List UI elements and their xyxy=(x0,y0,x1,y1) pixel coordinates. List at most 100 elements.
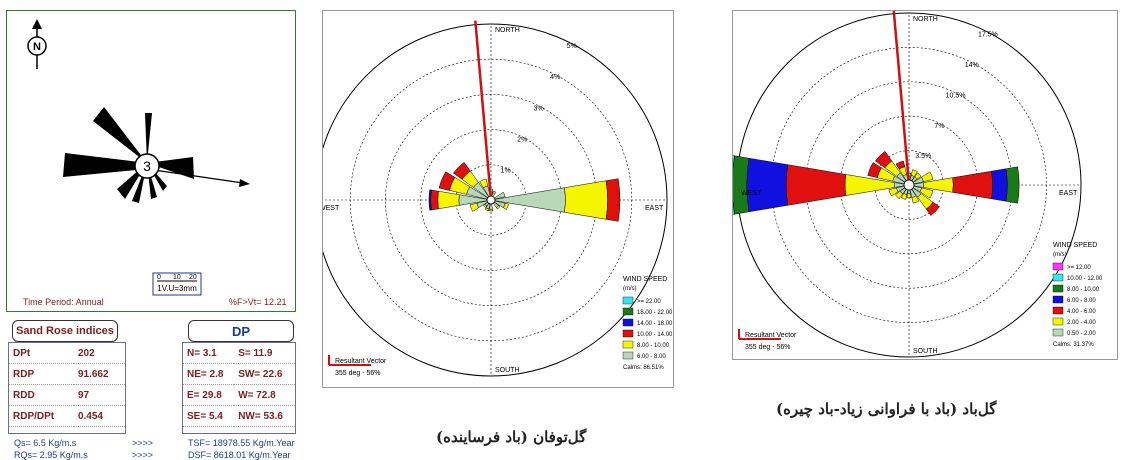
compass-west: WEST xyxy=(741,190,762,197)
fvt-value: %F>Vt= 12.21 xyxy=(229,297,287,307)
legend-item-label: 10.00 - 12.00 xyxy=(1067,276,1103,282)
indices-title: Sand Rose indices xyxy=(12,320,118,342)
indices-table: DPt 202 RDP 91.662 RDD 97 RDP/DPt 0.454 xyxy=(8,342,126,434)
index-label: DPt xyxy=(9,343,74,364)
ring-label: 5% xyxy=(567,43,577,50)
compass-north: NORTH xyxy=(495,27,520,34)
scale-unit: 1V.U=3mm xyxy=(157,284,197,293)
rqs-value: RQs= 2.95 Kg/m.s xyxy=(14,450,88,460)
legend-title: WIND SPEED xyxy=(1053,242,1097,249)
rose-petal-segment xyxy=(919,187,934,199)
scale-tick-2: 20 xyxy=(189,274,197,281)
ring-label: 10.5% xyxy=(946,92,966,99)
center-value: 3 xyxy=(143,158,151,174)
rqs-arrow: >>>> xyxy=(132,450,154,460)
index-value: 91.662 xyxy=(73,363,125,385)
table-row: N= 3.1 S= 11.9 xyxy=(183,343,295,364)
dp-title: DP xyxy=(188,320,294,342)
legend-item-label: >= 12.00 xyxy=(1067,265,1091,271)
legend-item-label: 14.00 - 18.00 xyxy=(637,321,673,327)
resultant-title: Resultant Vector xyxy=(335,358,387,365)
resultant-vector-line xyxy=(474,20,493,201)
rose-petal-segment xyxy=(488,208,494,212)
legend-swatch xyxy=(1052,295,1064,304)
dp-cell: NE= 2.8 xyxy=(183,363,235,385)
rose-petal-segment xyxy=(503,202,509,210)
legend-unit: (m/s) xyxy=(623,286,637,292)
scale-bar: 0 10 20 1V.U=3mm xyxy=(152,272,202,296)
legend-swatch xyxy=(622,329,634,338)
tsf-value: TSF= 18978.55 Kg/m.Year xyxy=(188,438,295,448)
table-row: DPt 202 xyxy=(9,343,125,364)
resultant-title: Resultant Vector xyxy=(745,332,797,339)
rose-petal-segment xyxy=(911,195,920,204)
rose-petal-segment xyxy=(1005,166,1020,204)
rose-petal-segment xyxy=(496,205,501,210)
dp-cell: SW= 22.6 xyxy=(234,363,295,385)
compass-north: NORTH xyxy=(913,16,938,23)
rose-petal-segment xyxy=(492,190,497,194)
rose-petal-segment xyxy=(746,157,789,213)
sand-rose-graphic: N 3 0 10 20 xyxy=(23,19,287,307)
arm-nw xyxy=(93,107,147,163)
dp-cell: SE= 5.4 xyxy=(183,405,235,427)
ring-label: 2% xyxy=(517,136,527,143)
compass-east: EAST xyxy=(1059,190,1078,197)
ring-label: 1% xyxy=(501,167,511,174)
time-period: Time Period: Annual xyxy=(23,297,104,307)
scale-tick-1: 10 xyxy=(173,274,181,281)
legend-item-label: 10.00 - 14.00 xyxy=(637,332,673,338)
table-row: RDP/DPt 0.454 xyxy=(9,405,125,427)
legend-item-label: 18.00 - 22.00 xyxy=(637,310,673,316)
table-row: E= 29.8 W= 72.8 xyxy=(183,384,295,406)
legend-swatch xyxy=(622,318,634,327)
rose-petal-segment xyxy=(888,187,899,197)
resultant-value: 355 deg - 56% xyxy=(335,370,381,377)
dsf-value: DSF= 8618.01 Kg/m.Year xyxy=(188,450,291,460)
index-label: RDP/DPt xyxy=(9,405,74,427)
storm-rose-chart: 1% 2% 3% 4% 5% NORTH EAST SOUTH WEST WIND SPEED (m… xyxy=(314,10,674,388)
legend-swatch xyxy=(622,307,634,316)
ring-label: 17.5% xyxy=(978,32,998,39)
compass-west: WEST xyxy=(323,205,340,212)
arm-w xyxy=(63,153,147,177)
resultant-arrow xyxy=(146,168,244,184)
rose-petal-segment xyxy=(900,193,908,200)
dp-cell: NW= 53.6 xyxy=(234,405,295,427)
north-label: N xyxy=(33,41,41,53)
rose-petal-segment xyxy=(874,150,893,169)
rose-petal-segment xyxy=(479,178,489,188)
rose-petal-segment xyxy=(991,168,1008,202)
legend-item-label: 0.50 - 2.00 xyxy=(1067,331,1096,337)
sand-rose-frame: N 3 0 10 20 xyxy=(6,10,296,312)
compass-east: EAST xyxy=(645,205,664,212)
rose-petal-segment xyxy=(895,160,906,170)
qs-value: Qs= 6.5 Kg/m.s xyxy=(14,438,77,448)
compass-south: SOUTH xyxy=(495,367,520,374)
index-value: 202 xyxy=(73,343,125,364)
storm-rose-svg: 1% 2% 3% 4% 5% NORTH EAST SOUTH WEST WIND SPEED (m… xyxy=(314,20,673,377)
legend-swatch xyxy=(622,296,634,305)
legend-item-label: 2.00 - 4.00 xyxy=(1067,320,1096,326)
rose-petal-segment xyxy=(952,170,993,200)
wind-rose-svg: 3.5% 7% 10.5% 14% 17.5% NORTH EAST SOUTH WEST WIN… xyxy=(727,9,1103,358)
storm-rose-caption: گل‌توفان (باد فرساینده) xyxy=(436,428,587,446)
dp-table: N= 3.1 S= 11.9 NE= 2.8 SW= 22.6 E= 29.8 W= … xyxy=(182,342,296,434)
table-row: SE= 5.4 NW= 53.6 xyxy=(183,405,295,427)
rose-petal-segment xyxy=(430,189,439,211)
calms-label: Calms: 86.51% xyxy=(623,365,664,371)
rose-petal-segment xyxy=(484,207,490,212)
table-row: NE= 2.8 SW= 22.6 xyxy=(183,363,295,385)
table-row: RDD 97 xyxy=(9,384,125,406)
legend-item-label: 8.00 - 10.00 xyxy=(637,343,670,349)
rose-petal-segment xyxy=(906,193,912,199)
rose-petal-segment xyxy=(564,180,608,220)
scale-tick-0: 0 xyxy=(157,274,161,281)
legend-unit: (m/s) xyxy=(1053,252,1067,258)
rose-petal-segment xyxy=(605,178,621,222)
legend-item-label: 6.00 - 8.00 xyxy=(1067,298,1096,304)
legend-swatch xyxy=(1052,306,1064,315)
index-label: RDD xyxy=(9,384,74,406)
north-arrow-icon: N xyxy=(27,19,47,69)
rose-petal-segment xyxy=(925,201,940,216)
